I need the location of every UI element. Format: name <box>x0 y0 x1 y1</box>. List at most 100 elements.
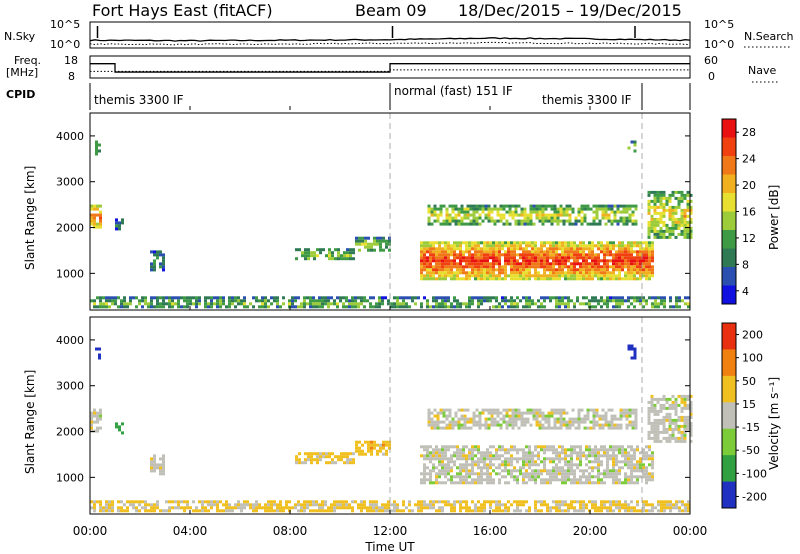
range-cell <box>99 296 102 300</box>
range-cell <box>312 305 315 309</box>
range-cell <box>543 478 546 482</box>
range-cell <box>486 256 489 260</box>
range-cell <box>597 481 600 485</box>
range-cell <box>634 417 638 421</box>
range-cell <box>279 506 282 510</box>
range-cell <box>552 244 555 248</box>
range-cell <box>668 439 672 443</box>
range-cell <box>534 265 537 269</box>
range-cell <box>570 457 573 461</box>
range-cell <box>684 503 687 507</box>
range-cell <box>639 268 642 272</box>
range-cell <box>474 454 477 458</box>
range-cell <box>228 296 231 300</box>
range-cell <box>603 259 606 263</box>
range-cell <box>565 219 569 223</box>
range-cell <box>516 253 519 257</box>
range-cell <box>444 265 447 269</box>
range-cell <box>333 509 336 513</box>
range-cell <box>513 478 516 482</box>
range-cell <box>495 451 498 455</box>
range-cell <box>570 274 573 278</box>
range-cell <box>444 469 447 473</box>
range-cell <box>647 226 651 230</box>
freq-left-tick-top: 18 <box>64 54 78 67</box>
range-cell <box>540 448 543 452</box>
range-cell <box>375 506 378 510</box>
range-cell <box>480 457 483 461</box>
range-cell <box>543 271 546 275</box>
range-cell <box>600 277 603 281</box>
range-cell <box>306 506 309 510</box>
range-cell <box>558 305 561 309</box>
range-cell <box>592 222 596 226</box>
range-cell <box>501 448 504 452</box>
range-cell <box>582 481 585 485</box>
range-cell <box>99 216 102 220</box>
range-cell <box>543 296 546 300</box>
range-cell <box>552 268 555 272</box>
range-cell <box>468 241 471 245</box>
range-cell <box>680 208 684 212</box>
range-cell <box>477 259 480 263</box>
range-cell <box>659 205 663 209</box>
range-cell <box>540 256 543 260</box>
range-cell <box>579 478 582 482</box>
range-cell <box>604 417 608 421</box>
range-cell <box>668 421 672 425</box>
range-cell <box>564 509 567 513</box>
range-cell <box>444 259 447 263</box>
range-cell <box>492 241 495 245</box>
range-cell <box>456 253 459 257</box>
range-cell <box>441 262 444 266</box>
y-tick-label: 2000 <box>56 426 84 439</box>
range-cell <box>625 426 629 430</box>
range-cell <box>576 500 579 504</box>
range-cell <box>459 247 462 251</box>
range-cell <box>343 452 346 456</box>
range-cell <box>438 472 441 476</box>
range-cell <box>683 415 687 419</box>
range-cell <box>601 210 605 214</box>
range-cell <box>517 219 521 223</box>
range-cell <box>423 277 426 281</box>
range-cell <box>498 445 501 449</box>
range-cell <box>674 424 678 428</box>
range-cell <box>540 472 543 476</box>
range-cell <box>592 216 596 220</box>
range-cell <box>493 423 497 427</box>
range-cell <box>282 506 285 510</box>
range-cell <box>516 460 519 464</box>
range-cell <box>520 423 524 427</box>
range-cell <box>204 296 207 300</box>
range-cell <box>579 460 582 464</box>
range-cell <box>477 475 480 479</box>
range-cell <box>528 457 531 461</box>
range-cell <box>441 250 444 254</box>
range-cell <box>552 451 555 455</box>
range-cell <box>462 256 465 260</box>
range-cell <box>186 500 189 504</box>
range-cell <box>648 256 651 260</box>
range-cell <box>222 503 225 507</box>
range-cell <box>481 207 485 211</box>
range-cell <box>576 509 579 513</box>
range-cell <box>656 205 660 209</box>
range-cell <box>535 216 539 220</box>
range-cell <box>474 448 477 452</box>
range-cell <box>671 418 675 422</box>
range-cell <box>526 222 530 226</box>
range-cell <box>382 236 385 240</box>
range-cell <box>126 302 129 306</box>
range-cell <box>387 503 390 507</box>
range-cell <box>373 236 376 240</box>
range-cell <box>364 440 367 444</box>
range-cell <box>414 296 417 300</box>
range-cell <box>508 414 512 418</box>
range-cell <box>486 268 489 272</box>
range-cell <box>647 418 651 422</box>
range-cell <box>465 469 468 473</box>
range-cell <box>552 247 555 251</box>
range-cell <box>435 268 438 272</box>
range-cell <box>672 305 675 309</box>
